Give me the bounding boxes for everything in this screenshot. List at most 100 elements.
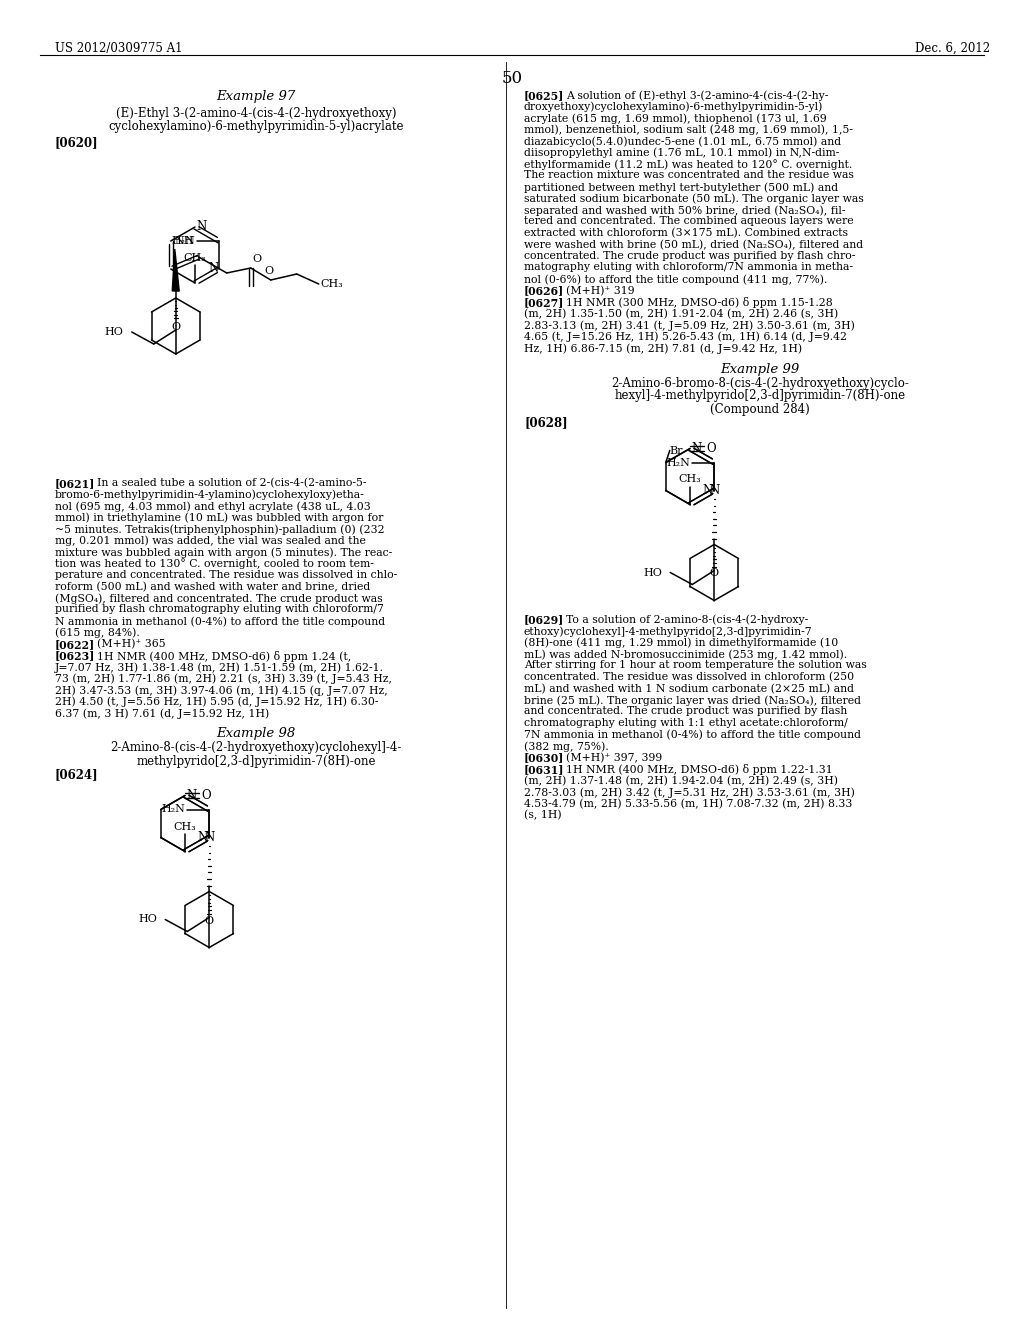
Text: HO: HO (138, 915, 158, 924)
Text: (M+H)⁺ 397, 399: (M+H)⁺ 397, 399 (566, 752, 663, 763)
Text: acrylate (615 mg, 1.69 mmol), thiophenol (173 ul, 1.69: acrylate (615 mg, 1.69 mmol), thiophenol… (524, 114, 826, 124)
Text: [0628]: [0628] (524, 417, 567, 429)
Text: O: O (710, 569, 719, 578)
Text: purified by flash chromatography eluting with chloroform/7: purified by flash chromatography eluting… (55, 605, 384, 615)
Text: H₂N: H₂N (171, 236, 196, 246)
Text: 2H) 4.50 (t, J=5.56 Hz, 1H) 5.95 (d, J=15.92 Hz, 1H) 6.30-: 2H) 4.50 (t, J=5.56 Hz, 1H) 5.95 (d, J=1… (55, 697, 379, 708)
Text: brine (25 mL). The organic layer was dried (Na₂SO₄), filtered: brine (25 mL). The organic layer was dri… (524, 696, 861, 706)
Text: [0625]: [0625] (524, 90, 564, 102)
Text: [0624]: [0624] (55, 768, 98, 781)
Text: chromatography eluting with 1:1 ethyl acetate:chloroform/: chromatography eluting with 1:1 ethyl ac… (524, 718, 848, 729)
Text: 50: 50 (502, 70, 522, 87)
Text: (s, 1H): (s, 1H) (524, 810, 561, 820)
Text: hexyl]-4-methylpyrido[2,3-d]pyrimidin-7(8H)-one: hexyl]-4-methylpyrido[2,3-d]pyrimidin-7(… (614, 389, 905, 403)
Text: (M+H)⁺ 319: (M+H)⁺ 319 (566, 285, 635, 296)
Text: 4.53-4.79 (m, 2H) 5.33-5.56 (m, 1H) 7.08-7.32 (m, 2H) 8.33: 4.53-4.79 (m, 2H) 5.33-5.56 (m, 1H) 7.08… (524, 799, 852, 809)
Text: saturated sodium bicarbonate (50 mL). The organic layer was: saturated sodium bicarbonate (50 mL). Th… (524, 194, 864, 205)
Text: CH₃: CH₃ (321, 279, 343, 289)
Text: mmol) in triethylamine (10 mL) was bubbled with argon for: mmol) in triethylamine (10 mL) was bubbl… (55, 512, 383, 523)
Text: 6.37 (m, 3 H) 7.61 (d, J=15.92 Hz, 1H): 6.37 (m, 3 H) 7.61 (d, J=15.92 Hz, 1H) (55, 708, 269, 718)
Text: tion was heated to 130° C. overnight, cooled to room tem-: tion was heated to 130° C. overnight, co… (55, 558, 374, 569)
Text: O: O (264, 267, 273, 276)
Text: NH: NH (175, 236, 195, 246)
Text: droxyethoxy)cyclohexylamino)-6-methylpyrimidin-5-yl): droxyethoxy)cyclohexylamino)-6-methylpyr… (524, 102, 823, 112)
Text: Example 98: Example 98 (216, 727, 296, 741)
Text: [0631]: [0631] (524, 764, 564, 775)
Text: (615 mg, 84%).: (615 mg, 84%). (55, 627, 139, 638)
Text: To a solution of 2-amino-8-(cis-4-(2-hydroxy-: To a solution of 2-amino-8-(cis-4-(2-hyd… (566, 615, 808, 626)
Text: perature and concentrated. The residue was dissolved in chlo-: perature and concentrated. The residue w… (55, 570, 397, 579)
Text: N: N (196, 220, 206, 234)
Text: (8H)-one (411 mg, 1.29 mmol) in dimethylformamide (10: (8H)-one (411 mg, 1.29 mmol) in dimethyl… (524, 638, 839, 648)
Text: partitioned between methyl tert-butylether (500 mL) and: partitioned between methyl tert-butyleth… (524, 182, 838, 193)
Text: N: N (710, 484, 720, 498)
Text: concentrated. The residue was dissolved in chloroform (250: concentrated. The residue was dissolved … (524, 672, 854, 682)
Text: Hz, 1H) 6.86-7.15 (m, 2H) 7.81 (d, J=9.42 Hz, 1H): Hz, 1H) 6.86-7.15 (m, 2H) 7.81 (d, J=9.4… (524, 343, 802, 354)
Text: [0629]: [0629] (524, 615, 564, 626)
Text: H₂N: H₂N (162, 804, 185, 814)
Text: 4.65 (t, J=15.26 Hz, 1H) 5.26-5.43 (m, 1H) 6.14 (d, J=9.42: 4.65 (t, J=15.26 Hz, 1H) 5.26-5.43 (m, 1… (524, 331, 847, 342)
Text: nol (695 mg, 4.03 mmol) and ethyl acrylate (438 uL, 4.03: nol (695 mg, 4.03 mmol) and ethyl acryla… (55, 502, 371, 512)
Text: Example 97: Example 97 (216, 90, 296, 103)
Text: [0626]: [0626] (524, 285, 564, 297)
Text: mg, 0.201 mmol) was added, the vial was sealed and the: mg, 0.201 mmol) was added, the vial was … (55, 536, 366, 546)
Text: After stirring for 1 hour at room temperature the solution was: After stirring for 1 hour at room temper… (524, 660, 866, 671)
Text: methylpyrido[2,3-d]pyrimidin-7(8H)-one: methylpyrido[2,3-d]pyrimidin-7(8H)-one (136, 755, 376, 767)
Polygon shape (172, 249, 179, 292)
Text: N: N (186, 789, 197, 803)
Text: CH₃: CH₃ (174, 821, 197, 832)
Text: 7N ammonia in methanol (0-4%) to afford the title compound: 7N ammonia in methanol (0-4%) to afford … (524, 730, 861, 741)
Text: J=7.07 Hz, 3H) 1.38-1.48 (m, 2H) 1.51-1.59 (m, 2H) 1.62-1.: J=7.07 Hz, 3H) 1.38-1.48 (m, 2H) 1.51-1.… (55, 663, 384, 673)
Text: N: N (691, 442, 701, 455)
Text: (Compound 284): (Compound 284) (710, 403, 810, 416)
Text: CH₃: CH₃ (183, 253, 207, 263)
Text: Example 99: Example 99 (720, 363, 800, 375)
Text: H₂N: H₂N (667, 458, 690, 467)
Text: In a sealed tube a solution of 2-(cis-4-(2-amino-5-: In a sealed tube a solution of 2-(cis-4-… (97, 478, 367, 488)
Text: ethoxy)cyclohexyl]-4-methylpyrido[2,3-d]pyrimidin-7: ethoxy)cyclohexyl]-4-methylpyrido[2,3-d]… (524, 626, 813, 636)
Text: concentrated. The crude product was purified by flash chro-: concentrated. The crude product was puri… (524, 251, 855, 261)
Text: bromo-6-methylpyrimidin-4-ylamino)cyclohexyloxy)etha-: bromo-6-methylpyrimidin-4-ylamino)cycloh… (55, 490, 365, 500)
Text: [0630]: [0630] (524, 752, 564, 763)
Text: N: N (208, 263, 218, 276)
Text: A solution of (E)-ethyl 3-(2-amino-4-(cis-4-(2-hy-: A solution of (E)-ethyl 3-(2-amino-4-(ci… (566, 90, 828, 100)
Text: Br: Br (670, 446, 683, 457)
Text: mixture was bubbled again with argon (5 minutes). The reac-: mixture was bubbled again with argon (5 … (55, 546, 392, 557)
Text: HO: HO (643, 568, 663, 578)
Text: US 2012/0309775 A1: US 2012/0309775 A1 (55, 42, 182, 55)
Text: (E)-Ethyl 3-(2-amino-4-(cis-4-(2-hydroxyethoxy): (E)-Ethyl 3-(2-amino-4-(cis-4-(2-hydroxy… (116, 107, 396, 120)
Text: N: N (204, 832, 214, 843)
Text: matography eluting with chloroform/7N ammonia in metha-: matography eluting with chloroform/7N am… (524, 263, 853, 272)
Text: O: O (706, 442, 716, 455)
Text: 2-Amino-8-(cis-4-(2-hydroxyethoxy)cyclohexyl]-4-: 2-Amino-8-(cis-4-(2-hydroxyethoxy)cycloh… (111, 742, 401, 755)
Text: Dec. 6, 2012: Dec. 6, 2012 (914, 42, 990, 55)
Text: (M+H)⁺ 365: (M+H)⁺ 365 (97, 639, 166, 649)
Text: 73 (m, 2H) 1.77-1.86 (m, 2H) 2.21 (s, 3H) 3.39 (t, J=5.43 Hz,: 73 (m, 2H) 1.77-1.86 (m, 2H) 2.21 (s, 3H… (55, 673, 392, 684)
Text: nol (0-6%) to afford the title compound (411 mg, 77%).: nol (0-6%) to afford the title compound … (524, 275, 827, 285)
Text: mL) was added N-bromosuccinimide (253 mg, 1.42 mmol).: mL) was added N-bromosuccinimide (253 mg… (524, 649, 847, 660)
Text: O: O (171, 322, 180, 333)
Text: [0627]: [0627] (524, 297, 564, 308)
Text: O: O (201, 789, 211, 803)
Text: roform (500 mL) and washed with water and brine, dried: roform (500 mL) and washed with water an… (55, 582, 371, 591)
Text: O: O (205, 916, 214, 925)
Text: mmol), benzenethiol, sodium salt (248 mg, 1.69 mmol), 1,5-: mmol), benzenethiol, sodium salt (248 mg… (524, 124, 853, 135)
Text: HO: HO (104, 327, 124, 337)
Text: diisopropylethyl amine (1.76 mL, 10.1 mmol) in N,N-dim-: diisopropylethyl amine (1.76 mL, 10.1 mm… (524, 148, 840, 158)
Text: 1H NMR (300 MHz, DMSO-d6) δ ppm 1.15-1.28: 1H NMR (300 MHz, DMSO-d6) δ ppm 1.15-1.2… (566, 297, 833, 308)
Text: [0622]: [0622] (55, 639, 95, 649)
Text: separated and washed with 50% brine, dried (Na₂SO₄), fil-: separated and washed with 50% brine, dri… (524, 205, 846, 215)
Text: tered and concentrated. The combined aqueous layers were: tered and concentrated. The combined aqu… (524, 216, 854, 227)
Text: (382 mg, 75%).: (382 mg, 75%). (524, 741, 608, 751)
Text: N: N (197, 832, 207, 843)
Text: (MgSO₄), filtered and concentrated. The crude product was: (MgSO₄), filtered and concentrated. The … (55, 593, 383, 603)
Text: extracted with chloroform (3×175 mL). Combined extracts: extracted with chloroform (3×175 mL). Co… (524, 228, 848, 239)
Text: The reaction mixture was concentrated and the residue was: The reaction mixture was concentrated an… (524, 170, 854, 181)
Text: and concentrated. The crude product was purified by flash: and concentrated. The crude product was … (524, 706, 847, 717)
Text: [0621]: [0621] (55, 478, 95, 488)
Text: 2.83-3.13 (m, 2H) 3.41 (t, J=5.09 Hz, 2H) 3.50-3.61 (m, 3H): 2.83-3.13 (m, 2H) 3.41 (t, J=5.09 Hz, 2H… (524, 319, 855, 330)
Text: were washed with brine (50 mL), dried (Na₂SO₄), filtered and: were washed with brine (50 mL), dried (N… (524, 239, 863, 249)
Text: 2H) 3.47-3.53 (m, 3H) 3.97-4.06 (m, 1H) 4.15 (q, J=7.07 Hz,: 2H) 3.47-3.53 (m, 3H) 3.97-4.06 (m, 1H) … (55, 685, 388, 696)
Text: (m, 2H) 1.35-1.50 (m, 2H) 1.91-2.04 (m, 2H) 2.46 (s, 3H): (m, 2H) 1.35-1.50 (m, 2H) 1.91-2.04 (m, … (524, 309, 839, 319)
Text: diazabicyclo(5.4.0)undec-5-ene (1.01 mL, 6.75 mmol) and: diazabicyclo(5.4.0)undec-5-ene (1.01 mL,… (524, 136, 841, 147)
